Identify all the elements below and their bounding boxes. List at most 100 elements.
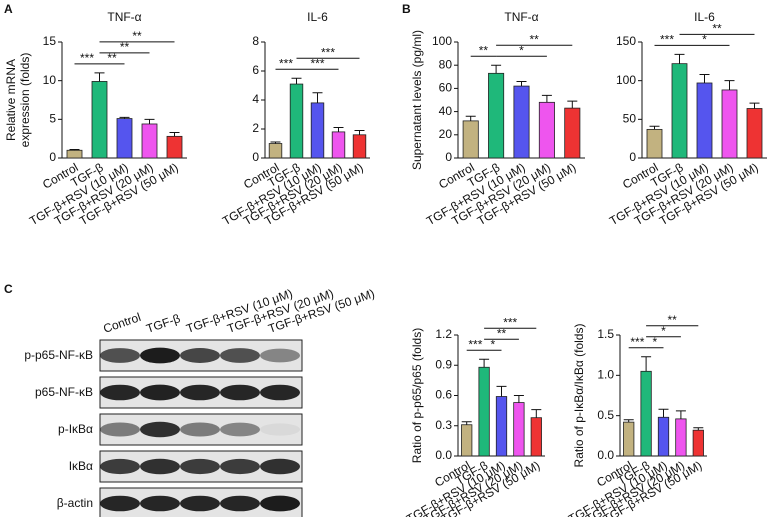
- error-bar: [94, 72, 105, 82]
- bar: [746, 108, 763, 159]
- y-tick-label: 8: [252, 34, 259, 48]
- bar: [675, 418, 687, 457]
- error-bar: [291, 77, 302, 85]
- y-tick-label: 100: [432, 34, 452, 48]
- bar: [310, 102, 325, 159]
- blot-row-label: p65-NF-κB: [35, 385, 93, 399]
- y-tick-label: 80: [439, 57, 453, 71]
- significance-label: **: [712, 22, 722, 36]
- significance-label: **: [132, 29, 142, 43]
- y-tick-label: 1.2: [435, 327, 452, 341]
- error-bar: [658, 408, 669, 418]
- panel-label: C: [4, 282, 13, 296]
- y-tick-label: 0.5: [597, 408, 614, 422]
- error-bar: [479, 358, 490, 368]
- panel-label: A: [4, 2, 13, 16]
- significance-label: **: [530, 32, 540, 46]
- y-tick-label: 50: [623, 112, 637, 126]
- blot-band: [180, 495, 220, 512]
- y-tick-label: 0.0: [597, 448, 614, 462]
- y-tick-label: 0: [49, 150, 56, 164]
- error-bar: [69, 148, 80, 151]
- significance-label: *: [490, 337, 495, 351]
- error-bar: [693, 427, 704, 431]
- error-bar: [749, 102, 760, 109]
- chart-title: IL-6: [307, 10, 328, 24]
- error-bar: [641, 356, 652, 372]
- significance-label: *: [519, 43, 524, 57]
- error-bar: [119, 116, 130, 119]
- bar: [141, 123, 158, 159]
- significance-label: *: [652, 335, 657, 349]
- error-bar: [354, 129, 365, 135]
- blot-band: [220, 384, 260, 401]
- error-bar: [531, 409, 542, 418]
- bar: [462, 120, 479, 159]
- error-bar: [699, 73, 710, 83]
- error-bar: [541, 94, 552, 103]
- bar: [721, 89, 738, 159]
- blot-band: [220, 495, 260, 512]
- significance-label: **: [668, 313, 678, 327]
- y-tick-label: 1.5: [597, 327, 614, 341]
- blot-column-label: TGF-β: [144, 311, 182, 336]
- error-bar: [674, 53, 685, 64]
- y-axis-label: Supernatant levels (pg/ml): [410, 30, 424, 170]
- bar: [564, 107, 581, 159]
- error-bar: [333, 127, 344, 132]
- blot-band: [100, 422, 140, 437]
- y-tick-label: 15: [43, 34, 57, 48]
- blot-band: [100, 384, 140, 401]
- significance-label: ***: [630, 335, 644, 349]
- error-bar: [312, 92, 323, 103]
- blot-band: [260, 495, 300, 512]
- bar: [478, 366, 490, 457]
- bar: [461, 424, 473, 457]
- y-tick-label: 150: [616, 34, 636, 48]
- bar: [671, 63, 688, 159]
- y-axis-label: Relative mRNA: [4, 59, 18, 141]
- blot-row-label: p-IκBα: [58, 422, 93, 436]
- blot-band: [100, 495, 140, 512]
- blot-band: [100, 348, 140, 363]
- bar: [268, 143, 283, 159]
- significance-label: **: [120, 40, 130, 54]
- error-bar: [516, 80, 527, 87]
- bar: [495, 396, 508, 457]
- bar: [116, 118, 133, 159]
- y-tick-label: 0.3: [435, 418, 452, 432]
- blot-row-label: p-p65-NF-κB: [24, 348, 93, 362]
- error-bar: [724, 80, 735, 90]
- significance-label: ***: [80, 51, 94, 65]
- bar: [640, 370, 652, 457]
- significance-label: **: [497, 326, 507, 340]
- y-tick-label: 6: [252, 63, 259, 77]
- blot-row-label: IκBα: [69, 459, 93, 473]
- bar: [331, 131, 346, 159]
- significance-label: ***: [279, 56, 293, 70]
- bar: [352, 134, 367, 159]
- y-tick-label: 0: [629, 150, 636, 164]
- y-tick-label: 0.9: [435, 357, 452, 371]
- blot-band: [260, 423, 300, 436]
- error-bar: [496, 385, 507, 397]
- y-tick-label: 20: [439, 127, 453, 141]
- significance-label: **: [479, 43, 489, 57]
- error-bar: [169, 131, 180, 137]
- error-bar: [491, 64, 502, 74]
- blot-band: [260, 458, 300, 475]
- bar: [488, 72, 505, 159]
- bar: [538, 101, 555, 159]
- bar: [513, 402, 525, 457]
- chart-title: IL-6: [694, 10, 715, 24]
- error-bar: [513, 395, 524, 403]
- bar: [696, 82, 713, 159]
- y-tick-label: 0.6: [435, 388, 452, 402]
- blot-band: [140, 347, 180, 364]
- error-bar: [465, 115, 476, 121]
- significance-label: ***: [468, 337, 482, 351]
- bar: [692, 429, 704, 457]
- bar: [289, 83, 304, 159]
- error-bar: [649, 125, 660, 130]
